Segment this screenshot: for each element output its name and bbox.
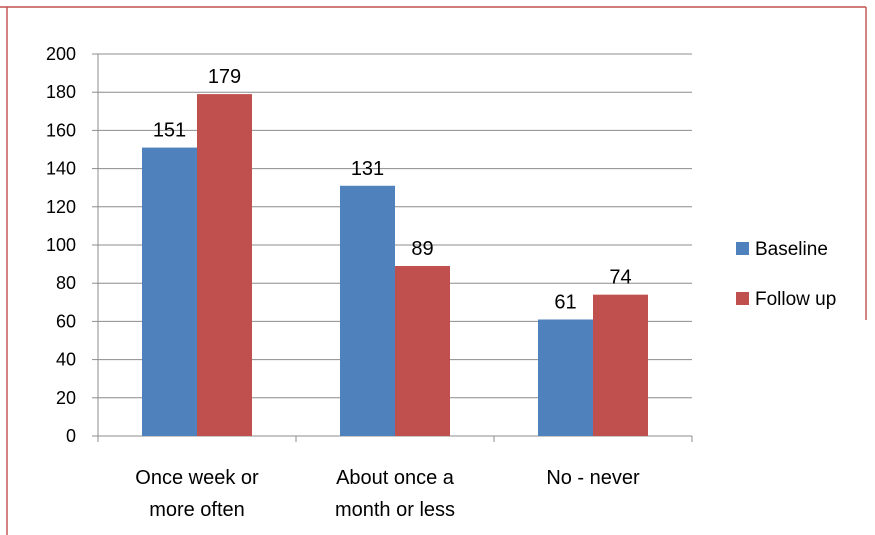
data-label: 61 [554, 291, 576, 313]
bar-follow-up [593, 294, 648, 436]
category-label: No - never [546, 467, 640, 489]
y-tick-label: 20 [56, 388, 76, 408]
bar-baseline [340, 185, 395, 436]
data-label: 89 [411, 238, 433, 260]
y-tick-label: 80 [56, 273, 76, 293]
category-label: month or less [335, 499, 455, 521]
y-tick-label: 0 [66, 426, 76, 446]
y-tick-label: 100 [46, 235, 76, 255]
legend-label: Baseline [755, 239, 828, 260]
category-label: more often [149, 499, 245, 521]
data-label: 151 [153, 120, 186, 142]
bar-follow-up [395, 266, 450, 436]
category-label: About once a [336, 467, 455, 489]
legend-swatch [736, 242, 749, 255]
y-tick-label: 140 [46, 159, 76, 179]
legend-swatch [736, 292, 749, 305]
bar-baseline [142, 147, 197, 436]
y-tick-label: 60 [56, 311, 76, 331]
y-tick-label: 160 [46, 120, 76, 140]
y-tick-label: 180 [46, 82, 76, 102]
data-label: 74 [609, 267, 631, 289]
bar-baseline [538, 319, 593, 436]
legend-label: Follow up [755, 289, 836, 310]
data-label: 131 [351, 158, 384, 180]
y-tick-label: 40 [56, 350, 76, 370]
data-label: 179 [208, 66, 241, 88]
y-tick-label: 120 [46, 197, 76, 217]
y-tick-label: 200 [46, 44, 76, 64]
category-label: Once week or [135, 467, 259, 489]
bar-follow-up [197, 94, 252, 437]
